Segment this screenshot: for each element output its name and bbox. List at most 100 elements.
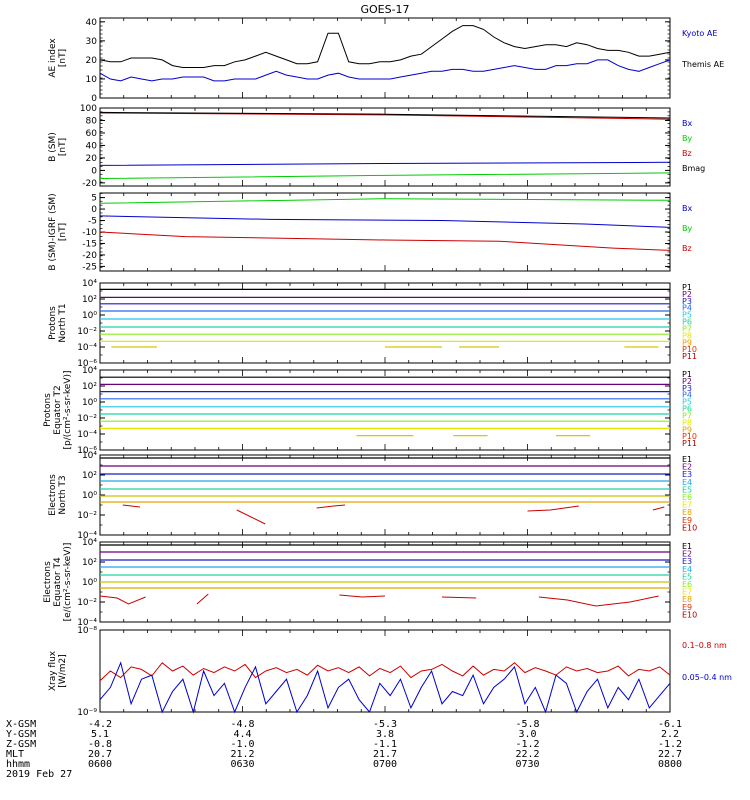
legend-label: P9 [682, 338, 692, 347]
legend-label: 0.1–0.8 nm [682, 641, 727, 650]
legend-label: P1 [682, 370, 692, 379]
series-line-bz [99, 231, 671, 251]
ephemeris-value: 0700 [373, 759, 397, 770]
series-line-bz [99, 112, 671, 120]
channel-fragment-line [196, 593, 209, 605]
ephemeris-value: 21.7 [373, 749, 397, 760]
y-tick-label: 10² [82, 382, 97, 392]
panel-et4: 10⁴ 10² 10⁰ 10⁻² 10⁻⁴ Electrons Equator T4 [e/(… [43, 538, 697, 628]
legend-label: E6 [682, 493, 692, 502]
legend-label: P10 [682, 345, 697, 354]
y-tick-label: 30 [86, 37, 98, 47]
panel-ae: 0 10 20 30 40 AE index [nT] Kyoto AE Themis AE [48, 17, 724, 104]
y-axis-label: B (SM) [48, 132, 58, 162]
y-axis-label: B (SM)-IGRF (SM) [48, 193, 58, 270]
ephemeris-value: 20.7 [88, 749, 112, 760]
ephemeris-value: -1.2 [658, 739, 682, 750]
panel-frame [99, 369, 671, 451]
ephemeris-value: -4.2 [88, 719, 112, 730]
legend-label: P6 [682, 405, 692, 414]
ephemeris-value: 21.2 [230, 749, 254, 760]
y-tick-label: -15 [82, 239, 97, 249]
series-line-by [99, 198, 671, 204]
legend-label: P11 [682, 352, 697, 361]
legend-label: E8 [682, 595, 692, 604]
legend-label: E7 [682, 588, 692, 597]
y-tick-label: 10⁴ [82, 538, 97, 548]
y-tick-label: 10⁻⁴ [77, 618, 97, 628]
legend-label: E9 [682, 603, 692, 612]
y-tick-label: -20 [82, 179, 97, 189]
y-tick-label: 10⁻⁶ [77, 446, 97, 456]
legend-label: Themis AE [681, 60, 724, 69]
ephemeris-value: 3.0 [518, 729, 536, 740]
y-tick-label: 10² [82, 558, 97, 568]
series-line-bmag [99, 111, 671, 119]
legend-label: P7 [682, 411, 692, 420]
legend-label: Bz [682, 149, 692, 158]
y-tick-label: 10⁴ [82, 451, 97, 461]
y-tick-label: 10 [86, 75, 98, 85]
ephemeris-value: 0730 [515, 759, 539, 770]
ephemeris-value: 2.2 [661, 729, 679, 740]
legend-label: By [682, 134, 692, 143]
legend-label: P10 [682, 432, 697, 441]
panel-bsm: -20 0 20 40 60 80 100 B (SM) [nT] Bx By Bz Bmag [48, 104, 705, 189]
series-line-0-1-0-8-nm [99, 662, 671, 682]
y-tick-label: -5 [88, 217, 97, 227]
panel-frame [99, 192, 671, 272]
legend-label: P4 [682, 304, 692, 313]
ephemeris-value: 0600 [88, 759, 112, 770]
channel-fragment-line [122, 504, 140, 508]
series-line-by [99, 172, 671, 179]
legend-label: P2 [682, 377, 692, 386]
legend-label: P7 [682, 324, 692, 333]
y-tick-label: 10⁰ [82, 311, 97, 321]
y-tick-label: 10⁰ [82, 491, 97, 501]
ephemeris-value: -0.8 [88, 739, 112, 750]
y-axis-label: Electrons [48, 474, 58, 516]
y-axis-label: [nT] [58, 138, 68, 156]
y-tick-label: 20 [86, 154, 98, 164]
legend-label: E4 [682, 478, 692, 487]
ephemeris-value: -1.1 [373, 739, 397, 750]
y-axis-label: North T1 [58, 303, 68, 342]
ephemeris-value: 5.1 [91, 729, 109, 740]
legend-label: P2 [682, 290, 692, 299]
channel-fragment-line [99, 595, 146, 605]
y-tick-label: 10⁻² [77, 511, 97, 521]
ephemeris-value: -5.8 [515, 719, 539, 730]
ephemeris-row-label: MLT [6, 749, 24, 760]
legend-label: E8 [682, 508, 692, 517]
ephemeris-row-label: Y-GSM [6, 729, 36, 740]
y-axis-label: Equator T2 [53, 385, 63, 434]
y-tick-label: 10⁻² [77, 414, 97, 424]
y-tick-label: 40 [86, 141, 98, 151]
legend-label: E3 [682, 557, 692, 566]
y-tick-label: 10² [82, 471, 97, 481]
y-tick-label: -10 [82, 228, 97, 238]
chart-title: GOES-17 [360, 3, 409, 16]
y-axis-label: Protons [43, 393, 53, 427]
y-axis-label: Xray flux [48, 650, 58, 691]
ephemeris-value: -5.3 [373, 719, 397, 730]
y-tick-label: 10⁻² [77, 327, 97, 337]
panel-pt1: 10⁴ 10² 10⁰ 10⁻² 10⁻⁴ 10⁻⁶ Protons North T1 P1P2… [48, 279, 697, 369]
y-tick-label: 10⁻⁸ [77, 626, 97, 636]
panel-frame [99, 282, 671, 364]
legend-label: E9 [682, 516, 692, 525]
y-tick-label: 40 [86, 18, 98, 28]
ephemeris-value: -4.8 [230, 719, 254, 730]
y-axis-label: AE index [48, 38, 58, 78]
legend-label: E2 [682, 550, 692, 559]
y-axis-label: Electrons [43, 561, 53, 603]
channel-fragment-line [236, 509, 266, 525]
y-tick-label: 60 [86, 129, 98, 139]
legend-label: P5 [682, 398, 692, 407]
legend-label: Bx [682, 119, 692, 128]
legend-label: E4 [682, 565, 692, 574]
ephemeris-value: 0630 [230, 759, 254, 770]
